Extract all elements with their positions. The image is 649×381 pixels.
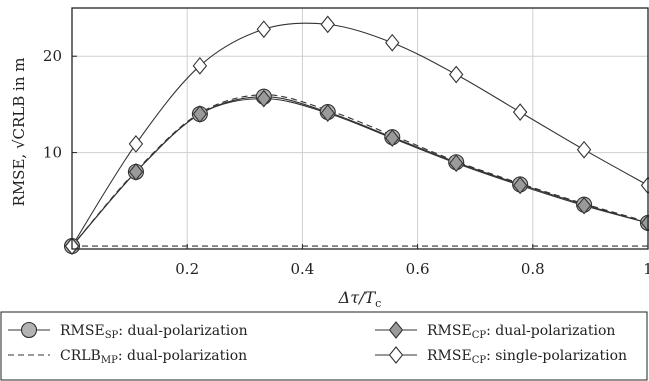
- tick-labels: 0.2 0.4 0.6 0.8 1 10 20: [43, 47, 649, 278]
- series-line-rmse-cp-dual: [71, 98, 649, 247]
- legend-label: RMSESP: dual-polarization: [60, 323, 248, 341]
- point-rmse-cp-dual: [448, 154, 464, 173]
- x-axis-label: Δτ/Tc: [338, 288, 382, 310]
- plot-frame: [71, 7, 649, 250]
- legend-marker: [20, 321, 38, 339]
- x-tick-label: 0.2: [175, 260, 199, 278]
- series-line-rmse-sp-dual: [71, 96, 649, 247]
- x-tick-label: 1: [643, 260, 649, 278]
- point-rmse-cp-single: [576, 140, 592, 159]
- legend-label: RMSECP: single-polarization: [427, 348, 627, 366]
- series-line-crlb-mp-dual: [71, 94, 649, 247]
- grid: [72, 8, 649, 249]
- y-tick-label: 10: [43, 144, 62, 162]
- legend-label: CRLBMP: dual-polarization: [60, 348, 247, 366]
- point-rmse-cp-single: [385, 33, 400, 52]
- point-rmse-cp-dual: [385, 129, 400, 148]
- point-rmse-cp-dual: [512, 176, 528, 195]
- point-rmse-cp-single: [448, 65, 464, 84]
- legend-marker: [388, 346, 404, 364]
- y-axis-label: RMSE, √CRLB in m: [10, 58, 28, 207]
- point-rmse-cp-single: [128, 135, 144, 153]
- point-rmse-cp-dual: [320, 104, 335, 122]
- legend-entry-rmse-cp-dual: RMSECP: dual-polarization: [375, 321, 615, 341]
- legend-frame: [0, 311, 648, 381]
- point-rmse-cp-dual: [192, 105, 208, 123]
- x-tick-label: 0.4: [290, 260, 314, 278]
- point-rmse-cp-single: [256, 20, 272, 39]
- point-rmse-cp-single: [320, 15, 335, 34]
- point-rmse-cp-dual: [576, 196, 592, 215]
- x-tick-label: 0.6: [406, 260, 430, 278]
- legend-entry-rmse-cp-single: RMSECP: single-polarization: [375, 346, 627, 366]
- legend-marker: [388, 321, 404, 339]
- y-tick-label: 20: [43, 47, 62, 65]
- legend-entry-crlb-mp-dual: CRLBMP: dual-polarization: [8, 348, 247, 366]
- point-rmse-cp-dual: [256, 89, 272, 108]
- point-rmse-cp-single: [512, 103, 528, 121]
- legend-label: RMSECP: dual-polarization: [427, 323, 615, 341]
- marker-layer: [63, 15, 649, 255]
- x-tick-label: 0.8: [521, 260, 545, 278]
- series-line-rmse-cp-single: [71, 22, 649, 247]
- point-rmse-cp-single: [192, 56, 208, 75]
- legend-entry-rmse-sp-dual: RMSESP: dual-polarization: [8, 321, 248, 341]
- legend: RMSESP: dual-polarization CRLBMP: dual-po…: [0, 311, 648, 381]
- series-layer: [71, 22, 649, 247]
- point-rmse-cp-dual: [128, 163, 144, 181]
